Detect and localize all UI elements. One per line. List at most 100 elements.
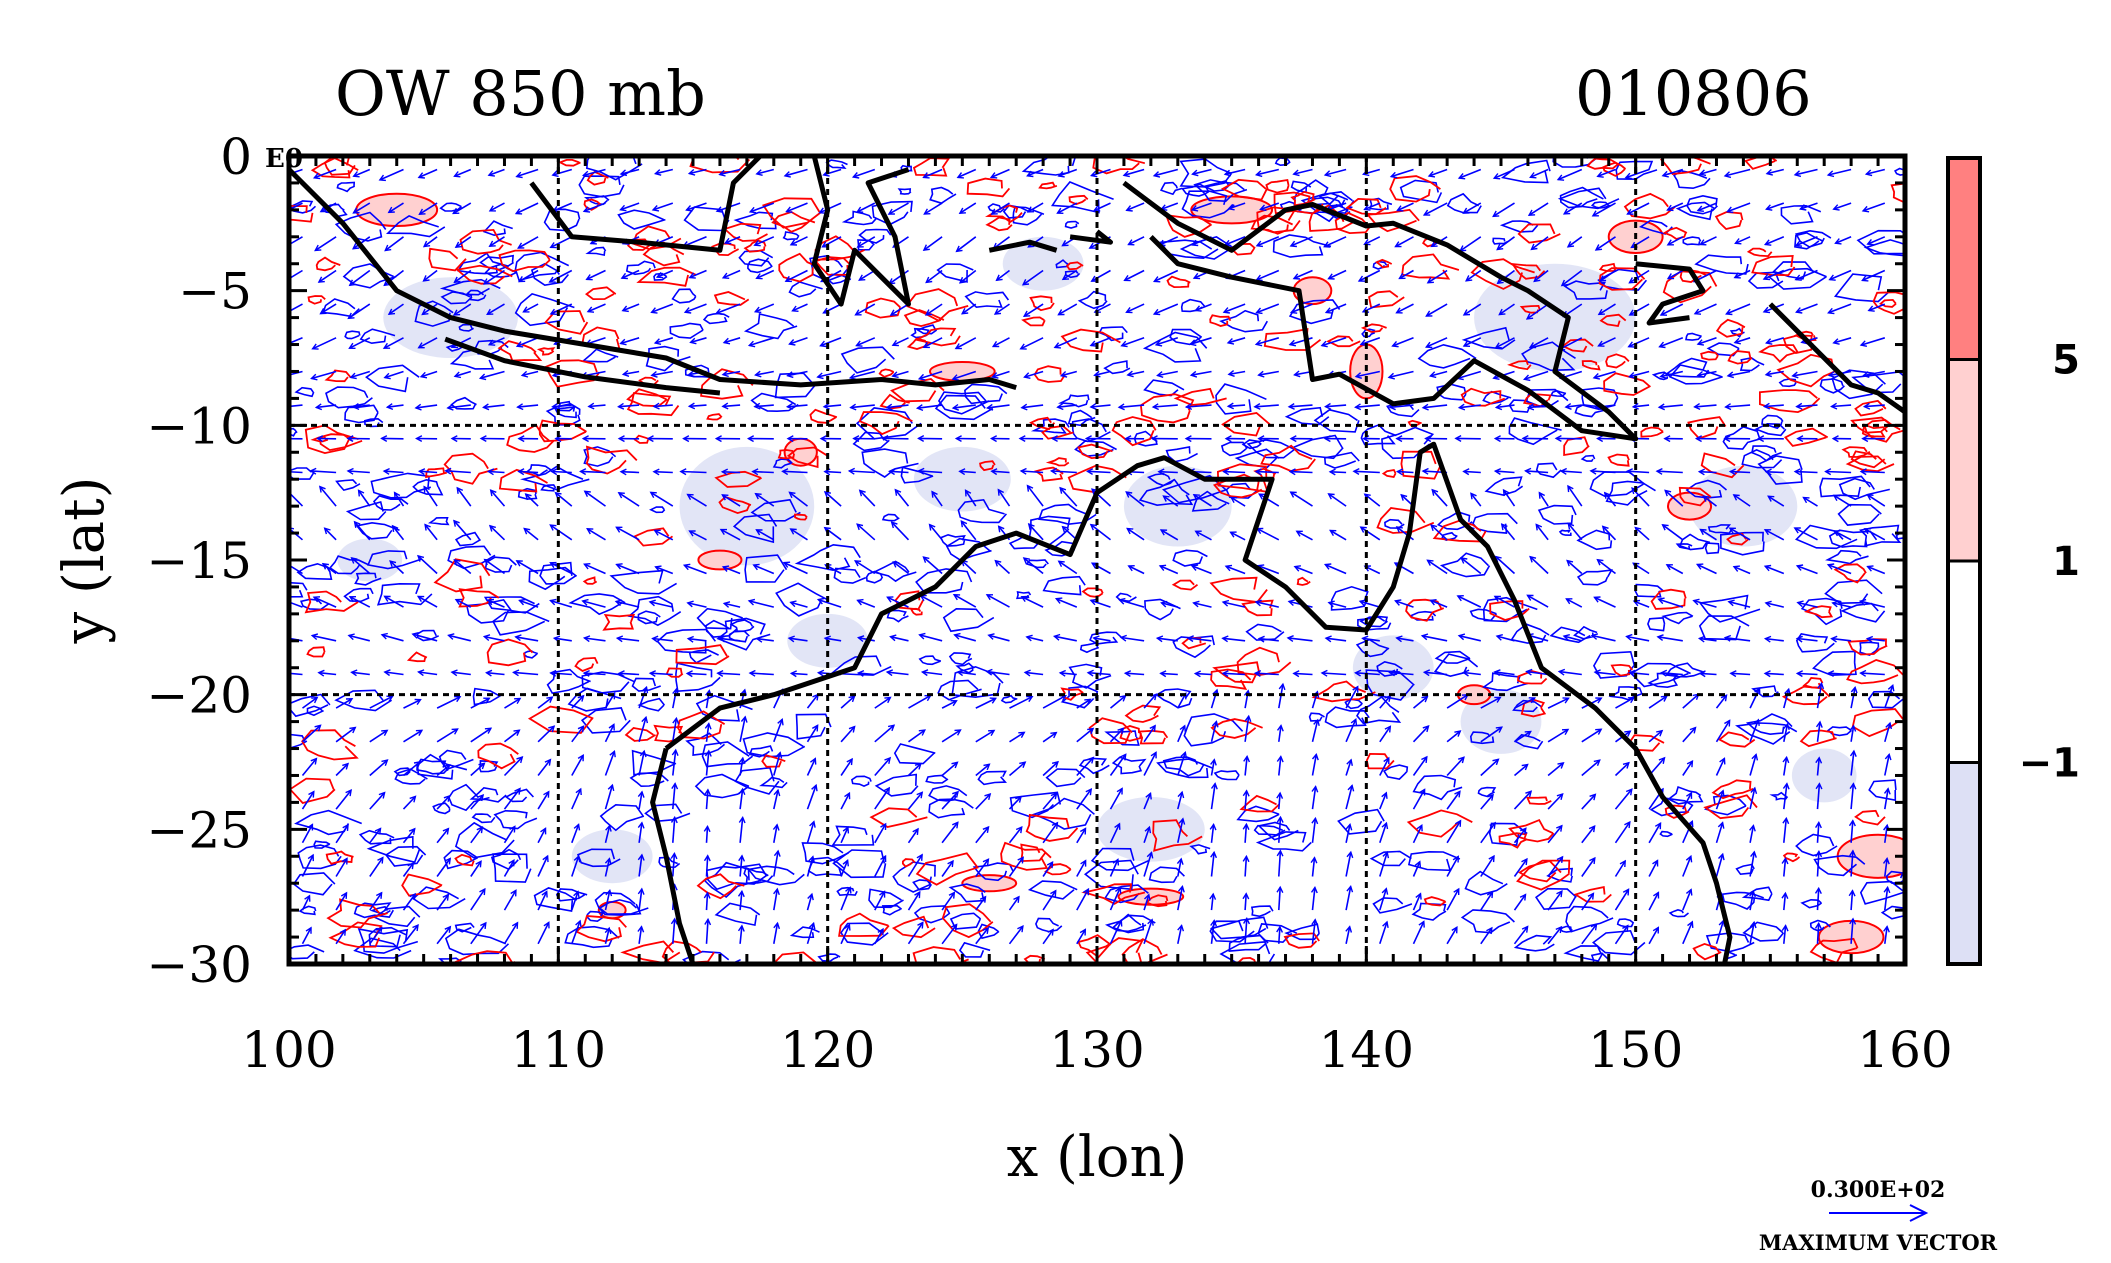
contour-line (1608, 686, 1643, 701)
wind-vector (855, 303, 876, 316)
contour-line (294, 809, 362, 836)
wind-vector (1715, 920, 1725, 945)
wind-vector-head (748, 206, 757, 214)
wind-vector (806, 821, 815, 844)
contour-line (1868, 779, 1897, 802)
wind-vector (537, 855, 549, 877)
wind-vector-head (788, 491, 796, 499)
wind-vector-head (1160, 600, 1168, 608)
wind-vector (1648, 695, 1668, 709)
wind-vector-head (1119, 634, 1127, 642)
wind-vector (1088, 671, 1111, 676)
contour-line (694, 773, 750, 799)
wind-vector (1764, 236, 1785, 246)
contour-line (1745, 713, 1793, 736)
wind-vector-head (1589, 467, 1597, 475)
contour-line (493, 809, 538, 830)
wind-vector (454, 168, 472, 177)
contour-line (384, 845, 427, 867)
contour-line (1139, 393, 1195, 424)
contour-line (1831, 369, 1886, 400)
contour-line (743, 866, 774, 884)
wind-vector (1494, 671, 1515, 676)
wind-vector-head (586, 528, 594, 535)
wind-vector (301, 758, 318, 777)
contour-line (786, 446, 829, 469)
contour-line (649, 506, 666, 514)
contour-line (598, 899, 649, 915)
wind-vector (1697, 370, 1717, 377)
wind-vector-head (346, 435, 354, 443)
wind-vector (941, 729, 961, 743)
wind-vector (1042, 761, 1059, 777)
wind-vector-head (1384, 725, 1392, 733)
wind-vector-head (1079, 928, 1087, 936)
wind-vector (582, 600, 606, 608)
wind-vector-head (854, 309, 862, 316)
wind-vector (874, 928, 884, 945)
contour-line (1077, 934, 1112, 959)
wind-vector (1255, 672, 1279, 676)
wind-vector (652, 637, 673, 642)
wind-vector-head (1589, 856, 1596, 865)
wind-vector (688, 637, 707, 642)
wind-vector (1109, 727, 1124, 743)
wind-vector-head (1395, 526, 1403, 533)
wind-vector (1703, 495, 1717, 507)
wind-vector-head (1793, 468, 1801, 476)
wind-vector-head (1717, 821, 1725, 829)
wind-vector (571, 754, 584, 776)
wind-vector-head (1421, 403, 1429, 411)
wind-vector-head (377, 856, 384, 864)
wind-vector (1533, 269, 1549, 282)
wind-vector (1325, 404, 1347, 408)
contour-line (696, 873, 745, 900)
wind-vector-head (1023, 372, 1031, 379)
wind-vector (1463, 671, 1481, 676)
wind-vector (1832, 602, 1852, 608)
wind-vector (1463, 202, 1482, 214)
contour-line (1751, 254, 1796, 277)
wind-vector (289, 236, 303, 246)
wind-vector-head (1020, 595, 1028, 603)
wind-vector (1835, 236, 1852, 244)
wind-vector-head (523, 527, 531, 535)
wind-vector-head (1733, 337, 1741, 345)
wind-vector-head (348, 596, 357, 603)
contour-line (304, 424, 359, 455)
wind-vector (773, 790, 779, 810)
wind-vector-head (1457, 173, 1466, 180)
wind-vector-head (1257, 635, 1265, 643)
contour-line (1209, 920, 1255, 943)
wind-vector (518, 470, 539, 474)
wind-vector-head (352, 403, 360, 411)
contour-line (1488, 822, 1528, 846)
wind-vector-head (442, 893, 450, 901)
wind-vector (1797, 601, 1818, 608)
wind-vector-head (1226, 402, 1234, 410)
contour-line (1769, 791, 1789, 801)
wind-vector (470, 794, 484, 810)
wind-vector (1480, 758, 1499, 777)
wind-vector-head (1126, 527, 1134, 535)
wind-vector (516, 560, 539, 575)
wind-vector-head (1289, 240, 1297, 248)
wind-vector-head (842, 826, 850, 834)
wind-vector-head (1227, 370, 1235, 377)
wind-vector-head (755, 273, 763, 280)
wind-vector (584, 563, 606, 575)
wind-vector (1355, 370, 1380, 378)
wind-vector-head (1826, 170, 1835, 178)
wind-vector-head (1456, 595, 1464, 602)
wind-vector (1599, 269, 1616, 282)
wind-vector-head (849, 403, 857, 411)
wind-vector-head (964, 489, 972, 497)
wind-vector-head (925, 276, 933, 284)
wind-vector (1388, 370, 1414, 379)
wind-vector (1460, 557, 1482, 575)
wind-vector-head (1184, 403, 1193, 411)
wind-vector (840, 792, 851, 810)
wind-vector-head (787, 635, 795, 643)
wind-vector-head (1395, 307, 1403, 314)
contour-line (1598, 262, 1618, 272)
